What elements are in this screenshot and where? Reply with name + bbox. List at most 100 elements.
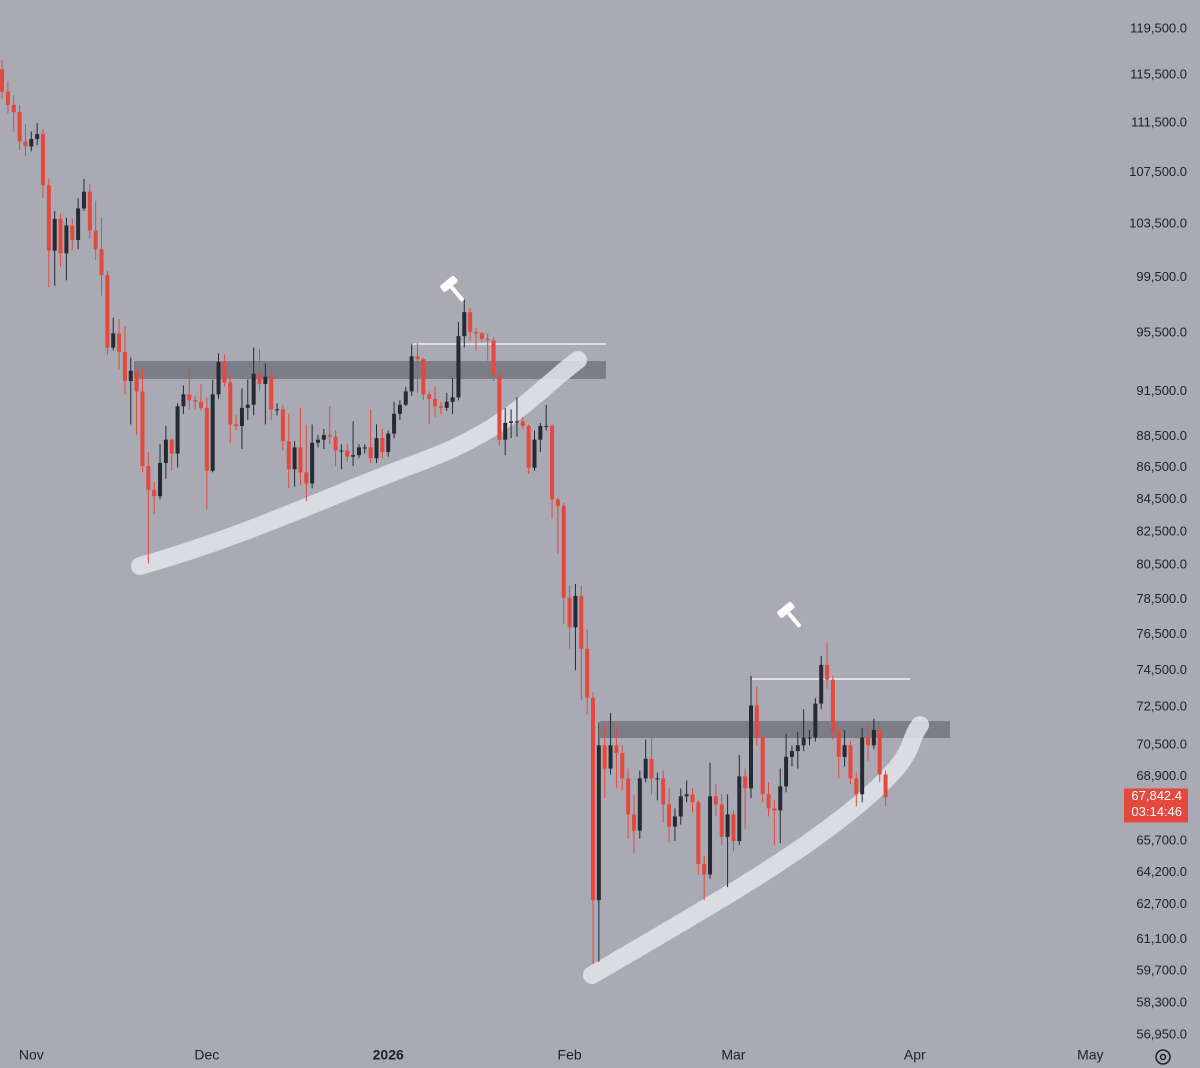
trend-line <box>583 716 929 984</box>
candle-body <box>392 413 397 434</box>
candle-body <box>0 69 5 92</box>
candle-body <box>169 439 174 454</box>
y-tick-label: 86,500.0 <box>1136 459 1187 474</box>
candle-body <box>860 737 865 795</box>
candle-body <box>877 729 882 775</box>
y-tick-label: 107,500.0 <box>1129 164 1187 179</box>
candle-body <box>854 778 859 795</box>
candle-body <box>842 745 847 757</box>
candle-body <box>789 751 794 757</box>
y-tick-label: 65,700.0 <box>1136 832 1187 847</box>
candle-body <box>807 737 812 739</box>
candle-body <box>76 208 81 240</box>
candle-body <box>210 394 215 471</box>
candles <box>0 60 888 965</box>
candle-body <box>661 778 666 805</box>
y-tick-label: 91,500.0 <box>1136 383 1187 398</box>
candle-body <box>356 447 361 456</box>
candle-body <box>403 391 408 405</box>
candle-body <box>678 796 683 817</box>
gavel-icon <box>777 601 802 628</box>
candle-body <box>117 333 122 352</box>
y-tick-label: 115,500.0 <box>1130 67 1187 82</box>
candle-body <box>105 274 110 348</box>
candle-body <box>111 333 116 348</box>
candle-body <box>684 794 689 797</box>
candle-body <box>754 705 759 738</box>
x-tick-label: Feb <box>558 1047 582 1063</box>
y-tick-label: 56,950.0 <box>1136 1026 1187 1041</box>
candle-body <box>795 745 800 752</box>
y-tick-label: 82,500.0 <box>1136 523 1187 538</box>
candle-body <box>292 447 297 470</box>
candle-body <box>637 778 642 831</box>
candle-body <box>561 505 566 598</box>
candle-body <box>216 362 221 395</box>
candle-body <box>491 340 496 376</box>
candle-body <box>298 447 303 473</box>
candle-body <box>526 425 531 468</box>
candle-body <box>766 794 771 809</box>
candle-body <box>380 438 385 453</box>
candle-body <box>128 370 133 382</box>
candle-body <box>503 422 508 440</box>
countdown: 03:14:46 <box>1131 804 1182 819</box>
candle-body <box>257 373 262 384</box>
candle-body <box>719 804 724 837</box>
candle-body <box>374 438 379 459</box>
candle-body <box>520 421 525 426</box>
candle-body <box>163 439 168 463</box>
y-tick-label: 68,900.0 <box>1136 768 1187 783</box>
candle-body <box>450 397 455 402</box>
candle-body <box>152 489 157 497</box>
y-tick-label: 99,500.0 <box>1136 269 1187 284</box>
candle-body <box>275 409 280 411</box>
candle-body <box>497 375 502 440</box>
candle-body <box>585 648 590 698</box>
candle-body <box>368 447 373 459</box>
y-tick-label: 74,500.0 <box>1136 662 1187 677</box>
settings-icon[interactable] <box>1155 1049 1171 1065</box>
candle-body <box>304 472 309 484</box>
candle-body <box>544 425 549 427</box>
candle-body <box>608 745 613 769</box>
candle-body <box>813 703 818 738</box>
candle-body <box>87 191 92 231</box>
candle-body <box>784 756 789 787</box>
candle-body <box>321 435 326 440</box>
candle-body <box>731 814 736 841</box>
candle-body <box>456 336 461 398</box>
candle-body <box>579 595 584 649</box>
y-tick-label: 62,700.0 <box>1136 896 1187 911</box>
candle-body <box>866 737 871 746</box>
x-tick-label: Dec <box>194 1047 219 1063</box>
candle-body <box>193 400 198 402</box>
gavel-icon <box>440 275 465 302</box>
candle-body <box>602 745 607 769</box>
candle-body <box>825 664 830 680</box>
candle-body <box>591 697 596 901</box>
y-tick-label: 95,500.0 <box>1136 325 1187 340</box>
y-tick-label: 103,500.0 <box>1129 216 1187 231</box>
candle-body <box>462 312 467 337</box>
candle-body <box>643 758 648 779</box>
candle-body <box>620 752 625 779</box>
y-tick-label: 88,500.0 <box>1136 428 1187 443</box>
candle-body <box>17 112 22 142</box>
candle-body <box>70 225 75 240</box>
resistance-zone <box>600 721 950 738</box>
candle-body <box>351 455 356 457</box>
candle-body <box>333 436 338 451</box>
candle-body <box>204 407 209 471</box>
candle-body <box>245 404 250 408</box>
candle-body <box>58 218 63 254</box>
x-tick-label: Apr <box>904 1047 926 1063</box>
candle-body <box>708 796 713 875</box>
y-tick-label: 61,100.0 <box>1136 931 1187 946</box>
candle-body <box>801 737 806 746</box>
candle-body <box>52 218 57 251</box>
candle-body <box>181 394 186 407</box>
candle-body <box>234 424 239 426</box>
y-tick-label: 58,300.0 <box>1136 995 1187 1010</box>
resistance-zone <box>134 361 606 379</box>
